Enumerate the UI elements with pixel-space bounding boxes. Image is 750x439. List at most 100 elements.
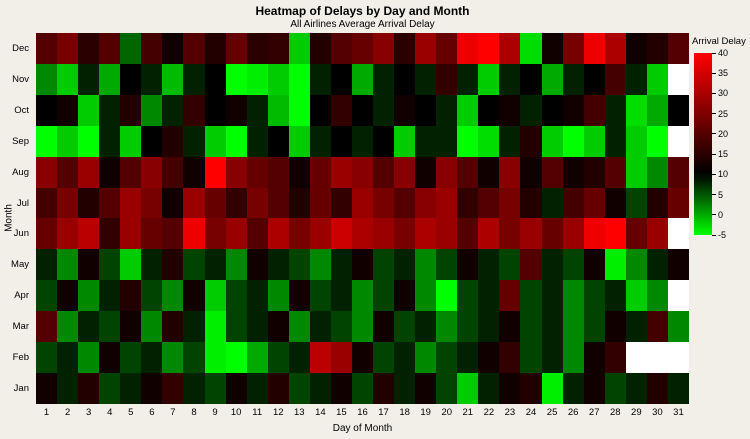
heatmap-cell: [225, 280, 247, 312]
heatmap-cell: [162, 342, 184, 374]
x-tick-label: 11: [252, 407, 263, 418]
heatmap-cell: [646, 187, 668, 219]
heatmap-cell: [415, 373, 437, 404]
heatmap-cell: [394, 33, 416, 64]
heatmap-cell: [351, 94, 374, 126]
y-tick-label: Oct: [14, 104, 29, 116]
colorbar-tick-mark: [712, 92, 716, 94]
heatmap-cell: [120, 342, 142, 374]
colorbar-tick-mark: [712, 52, 716, 54]
heatmap-cell: [394, 156, 416, 188]
heatmap-cell: [36, 125, 58, 157]
x-tick-label: 4: [107, 407, 113, 418]
heatmap-cell: [309, 373, 331, 404]
heatmap-cell: [373, 125, 395, 157]
heatmap-cell: [562, 280, 584, 312]
heatmap-cell: [415, 94, 437, 126]
colorbar-tick-value: 40: [718, 48, 729, 58]
heatmap-cell: [162, 249, 184, 281]
heatmap-cell: [457, 33, 479, 64]
colorbar-tick-mark: [712, 214, 716, 216]
heatmap-cell: [436, 280, 458, 312]
heatmap-cell: [646, 218, 668, 250]
colorbar-tick-labels: 40 35 30 25 20 15 10 5 0 -5: [712, 48, 748, 240]
heatmap-cell: [478, 280, 500, 312]
heatmap-cell: [415, 280, 437, 312]
colorbar-tick-mark: [712, 72, 716, 74]
heatmap-cell: [457, 342, 479, 374]
heatmap-cell: [373, 156, 395, 188]
heatmap-cell: [183, 125, 205, 157]
x-tick-label: 13: [294, 407, 305, 418]
x-tick-label: 20: [441, 407, 453, 418]
heatmap-cell: [625, 249, 647, 281]
x-tick-label: 21: [462, 407, 474, 418]
heatmap-cell: [394, 187, 416, 219]
heatmap-cell: [520, 311, 542, 343]
heatmap-cell: [57, 249, 79, 281]
colorbar-tick: 40: [712, 48, 728, 58]
y-tick-label: Jan: [13, 383, 29, 395]
heatmap-cell: [57, 342, 79, 374]
heatmap-cell: [120, 218, 142, 250]
heatmap-cell: [246, 342, 268, 374]
heatmap-cell: [78, 249, 100, 281]
heatmap-cell: [162, 373, 184, 404]
heatmap-cell: [541, 156, 563, 188]
heatmap-cell: [120, 187, 142, 219]
heatmap-cell: [78, 280, 100, 312]
heatmap-cell: [162, 33, 184, 64]
heatmap-cell: [415, 249, 437, 281]
y-tick-label: Nov: [12, 73, 29, 85]
heatmap-cell: [646, 311, 668, 343]
heatmap-cell: [499, 156, 521, 188]
heatmap-cell: [288, 187, 310, 219]
heatmap-cell: [36, 33, 58, 64]
heatmap-cell: [436, 342, 458, 374]
colorbar-tick-mark: [712, 173, 716, 175]
heatmap-cell: [36, 218, 58, 250]
heatmap-cell: [583, 63, 605, 95]
heatmap-cell: [120, 156, 142, 188]
heatmap-cell: [351, 156, 374, 188]
heatmap-cell: [478, 94, 500, 126]
heatmap-cell: [604, 311, 626, 343]
heatmap-cell: [57, 94, 79, 126]
heatmap-cell: [267, 218, 289, 250]
x-tick-label: 2: [64, 407, 71, 418]
heatmap-cell: [394, 342, 416, 374]
heatmap-cell: [604, 125, 626, 157]
heatmap-cell: [120, 311, 142, 343]
heatmap-cell: [646, 342, 668, 374]
heatmap-cell: [499, 249, 521, 281]
heatmap-cell: [499, 94, 521, 126]
heatmap-cell: [373, 33, 395, 64]
colorbar-tick-value: 35: [718, 68, 729, 79]
heatmap-cell: [351, 280, 374, 312]
colorbar: [694, 53, 712, 235]
heatmap-cell: [562, 373, 584, 404]
heatmap-cell: [204, 94, 226, 126]
heatmap-cell: [394, 63, 416, 95]
heatmap-cell: [120, 249, 142, 281]
colorbar-tick-mark: [712, 113, 716, 115]
x-tick-label: 6: [149, 407, 155, 418]
heatmap-cell: [141, 125, 163, 157]
heatmap-cell: [520, 218, 542, 250]
heatmap-cell: [646, 280, 668, 312]
heatmap-cell: [99, 342, 121, 374]
heatmap-cell: [499, 311, 521, 343]
heatmap-cell: [562, 249, 584, 281]
heatmap-cell: [57, 218, 79, 250]
heatmap-cell: [415, 125, 437, 157]
heatmap-cell: [288, 311, 310, 343]
x-tick-label: 10: [230, 407, 242, 418]
heatmap-cell: [562, 311, 584, 343]
heatmap-cell: [330, 156, 352, 188]
heatmap-cell: [225, 125, 247, 157]
heatmap-cell: [225, 187, 247, 219]
heatmap-cell: [309, 280, 331, 312]
heatmap-cell: [625, 280, 647, 312]
heatmap-cell: [394, 373, 416, 404]
heatmap-cell: [162, 125, 184, 157]
